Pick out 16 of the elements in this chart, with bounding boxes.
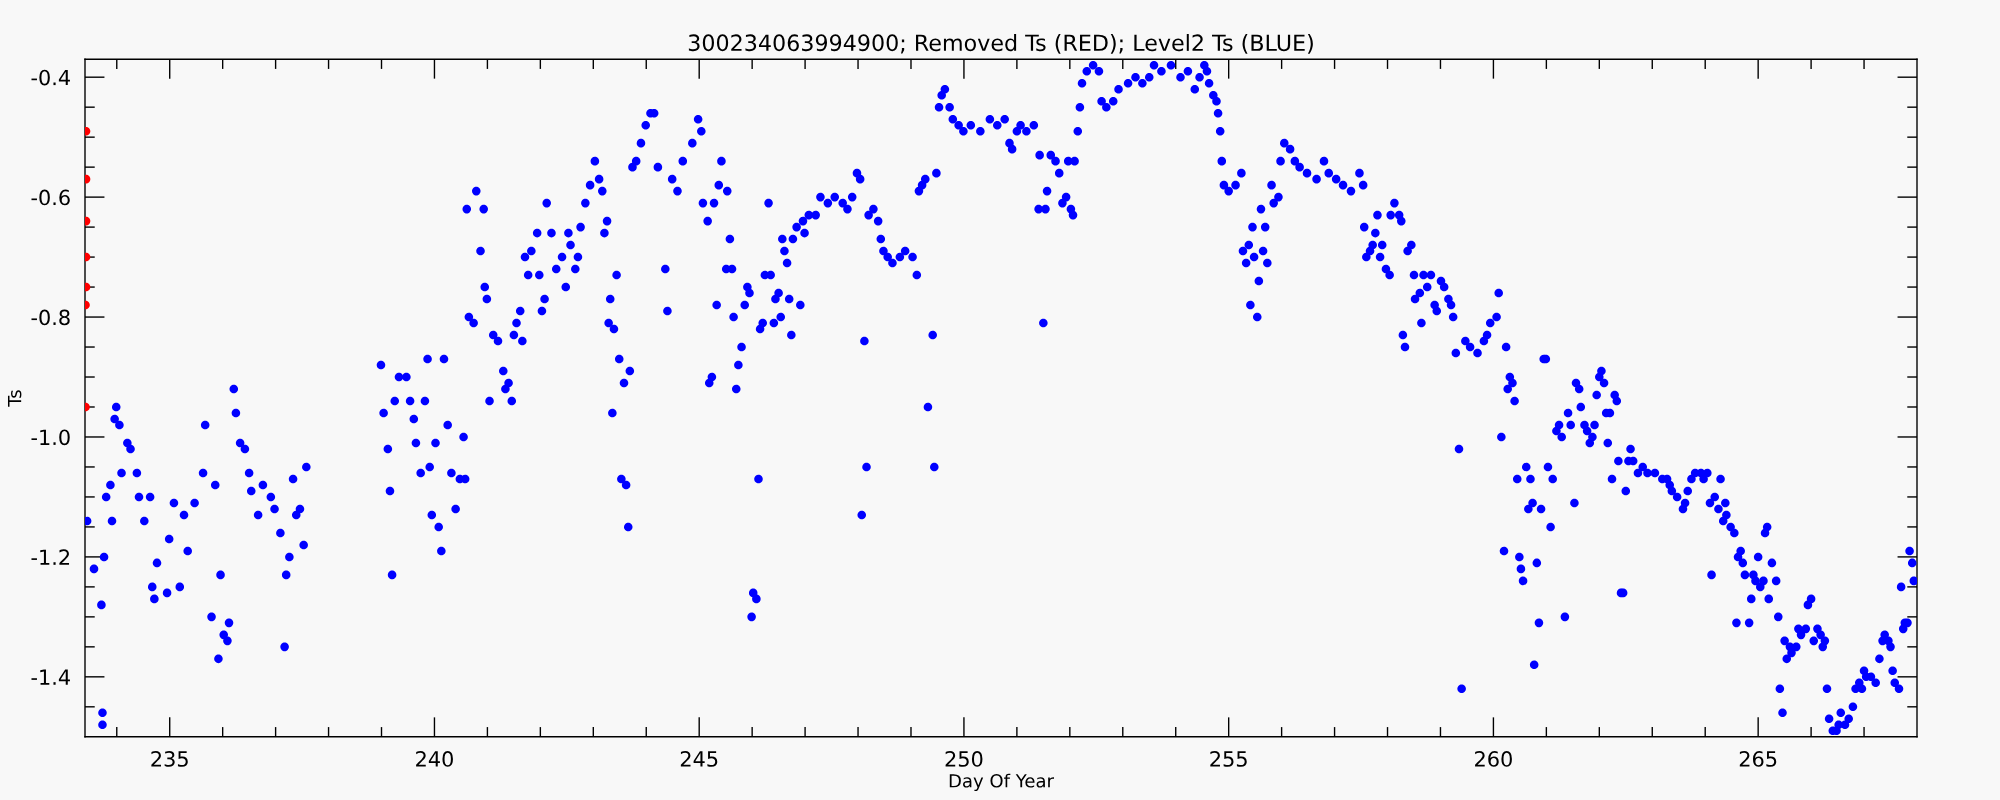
- y-tick-label: -0.8: [31, 309, 70, 326]
- x-tick-label: 240: [416, 751, 453, 767]
- y-axis-title: Ts: [7, 390, 22, 407]
- x-axis-title: Day Of Year: [949, 773, 1054, 792]
- x-tick-label: 265: [1739, 751, 1777, 767]
- x-tick-label: 260: [1475, 751, 1512, 767]
- y-tick-label: -1.0: [31, 429, 70, 446]
- x-tick-label: 235: [151, 751, 188, 767]
- y-tick-label: -0.6: [31, 189, 70, 206]
- chart-title: 300234063994900; Removed Ts (RED); Level2 Ts (BLUE): [688, 33, 1313, 54]
- x-tick-label: 250: [945, 751, 983, 767]
- y-tick-label: -1.4: [31, 669, 70, 685]
- x-tick-label: 245: [680, 751, 718, 767]
- y-tick-label: -0.4: [31, 69, 70, 86]
- x-tick-label: 255: [1210, 751, 1247, 767]
- y-tick-label: -1.2: [31, 549, 70, 565]
